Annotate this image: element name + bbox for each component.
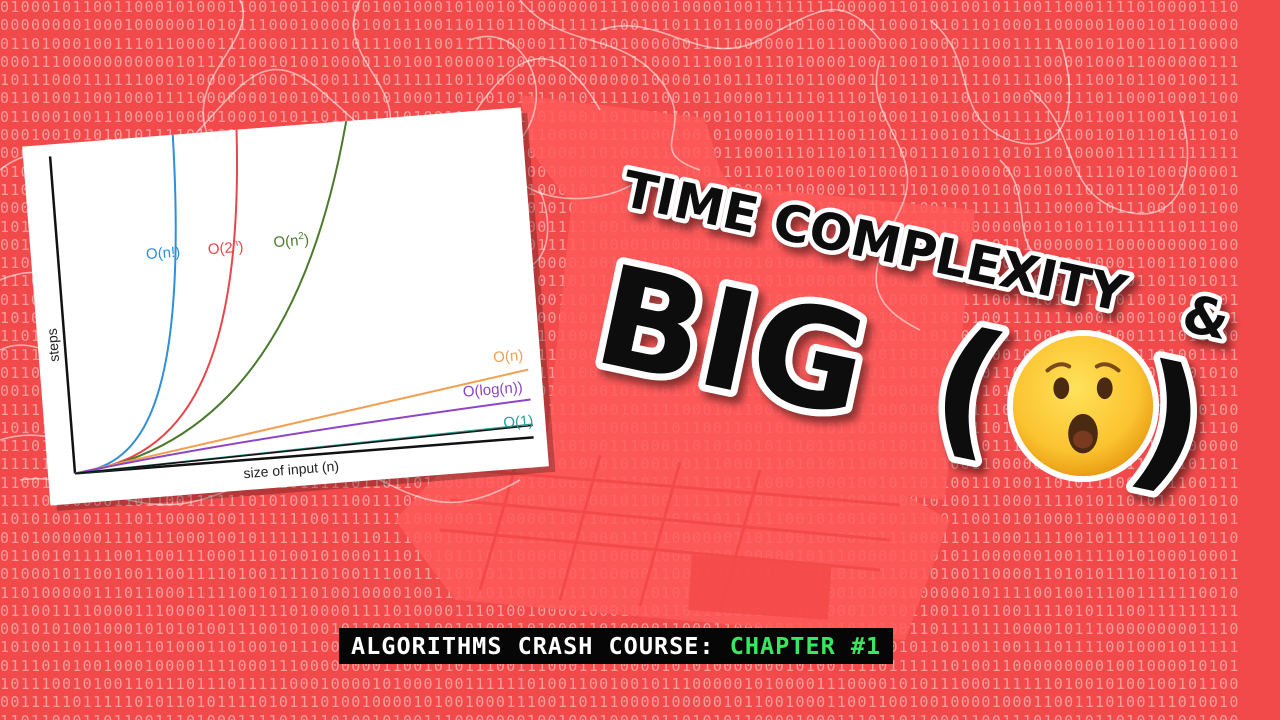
x-axis-label: size of input (n) [243,458,340,481]
binary-row: 0000000010001000000101011100010000010011… [0,16,1240,35]
label-constant: O(1) [503,412,534,431]
binary-row: 0100010110011000101000110010011001001001… [0,0,1240,16]
x-axis [74,436,534,475]
binary-row: 1011100011111100101000011000111001111011… [0,71,1240,90]
binary-row: 0111010100100010000111100011100000000110… [0,656,1240,675]
curve-linear [74,368,529,475]
binary-row: 1011100101001101110111011111000100001010… [0,674,1240,693]
binary-row: 0110100110010001111000000010010011001010… [0,89,1240,108]
curve-logarithmic [74,398,531,475]
binary-row: 0110100010011101100001110000111101011100… [0,34,1240,53]
title-line-2: BIG [583,235,880,449]
banner-course: ALGORITHMS CRASH COURSE: [351,632,730,660]
y-axis [48,156,77,474]
chapter-banner: ALGORITHMS CRASH COURSE: CHAPTER #1 [339,628,894,664]
label-linear: O(n) [493,347,524,366]
banner-chapter: CHAPTER #1 [729,632,882,660]
label-logarithmic: O(log(n)) [462,379,523,401]
astonished-face-emoji [1006,329,1160,483]
y-axis-label: steps [44,328,63,363]
binary-row: 0011111011111010110101111010111010010000… [0,693,1240,712]
label-quadratic: O(n2) [273,230,310,251]
label-factorial: O(n!) [145,244,180,264]
binary-row: 0001110000000000010111010010100100001101… [0,52,1240,71]
label-exponential: O(2n) [207,238,244,259]
curve-baseline [74,424,533,475]
binary-row: 1101100011011001110100011110101101001010… [0,712,1280,720]
